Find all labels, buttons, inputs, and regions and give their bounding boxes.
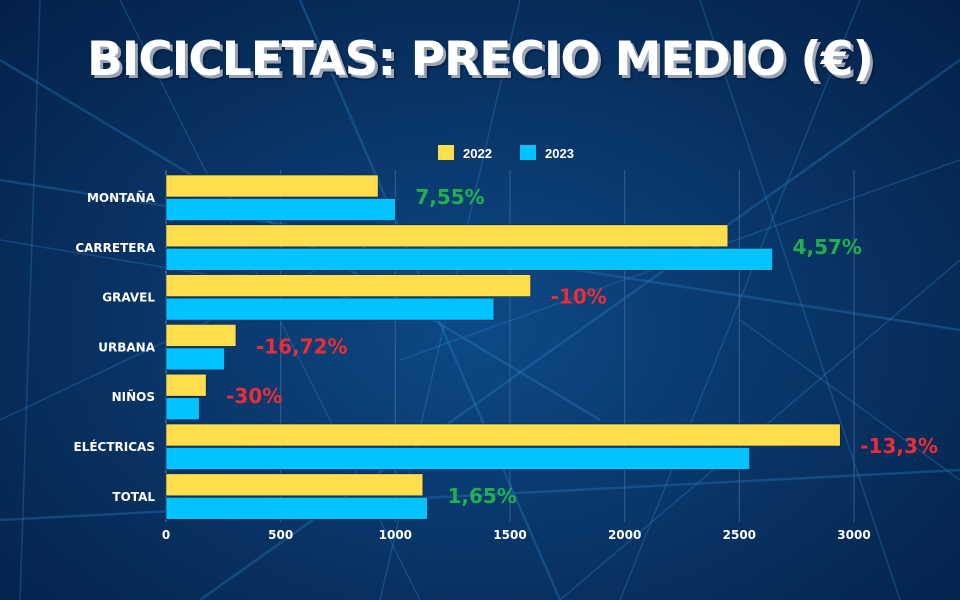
bar-2023 [165, 347, 225, 371]
background-ray [619, 0, 861, 600]
legend-swatch-2022 [438, 145, 454, 160]
bar-2022 [165, 473, 424, 497]
x-tick-label: 2000 [608, 528, 641, 542]
change-annotations: 7,55% 4,57% -10% -16,72% -30% -13,3% 1,65% [226, 185, 938, 508]
bar-2022 [165, 373, 207, 397]
change-annotation: -10% [551, 285, 607, 309]
change-annotation: 7,55% [415, 185, 484, 209]
legend-label: 2023 [545, 146, 574, 161]
change-annotation: -30% [226, 384, 282, 408]
x-tick-label: 500 [268, 528, 293, 542]
x-tick-label: 1500 [493, 528, 526, 542]
bars [165, 174, 841, 520]
bar-2023 [165, 447, 750, 470]
category-label: MONTAÑA [87, 190, 156, 205]
category-label: GRAVEL [102, 291, 155, 305]
category-label: URBANA [98, 340, 155, 354]
bar-2023 [165, 397, 200, 421]
x-tick-label: 3000 [837, 528, 870, 542]
change-annotation: -16,72% [256, 334, 348, 358]
bar-2023 [165, 496, 428, 520]
bar-2022 [165, 324, 237, 347]
bar-2022 [165, 224, 729, 248]
legend: 2022 2023 [438, 145, 574, 161]
legend-swatch-2023 [520, 145, 536, 160]
background-ray [739, 319, 960, 481]
change-annotation: -13,3% [860, 434, 938, 458]
change-annotation: 1,65% [447, 484, 516, 508]
x-tick-labels: 0 500 1000 1500 2000 2500 3000 [162, 528, 871, 542]
x-tick-label: 0 [162, 528, 170, 542]
background-ray [0, 468, 960, 522]
category-label: NIÑOS [112, 389, 155, 404]
x-tick-label: 1000 [379, 528, 412, 542]
bar-2022 [165, 274, 531, 297]
bar-2022 [165, 423, 841, 447]
category-label: CARRETERA [75, 241, 155, 255]
bar-2022 [165, 174, 379, 198]
x-tick-label: 2500 [723, 528, 756, 542]
bar-2023 [165, 198, 396, 221]
category-label: ELÉCTRICAS [74, 439, 155, 454]
legend-label: 2022 [463, 146, 492, 161]
background-ray [19, 0, 41, 600]
bar-2023 [165, 297, 495, 321]
change-annotation: 4,57% [793, 235, 862, 259]
chart-title: BICICLETAS: PRECIO MEDIO (€) [86, 32, 874, 87]
background-ray [699, 0, 901, 600]
category-labels: MONTAÑA CARRETERA GRAVEL URBANA NIÑOS ELÉCTRI… [74, 190, 156, 504]
category-label: TOTAL [112, 490, 155, 504]
bar-2023 [165, 248, 773, 271]
